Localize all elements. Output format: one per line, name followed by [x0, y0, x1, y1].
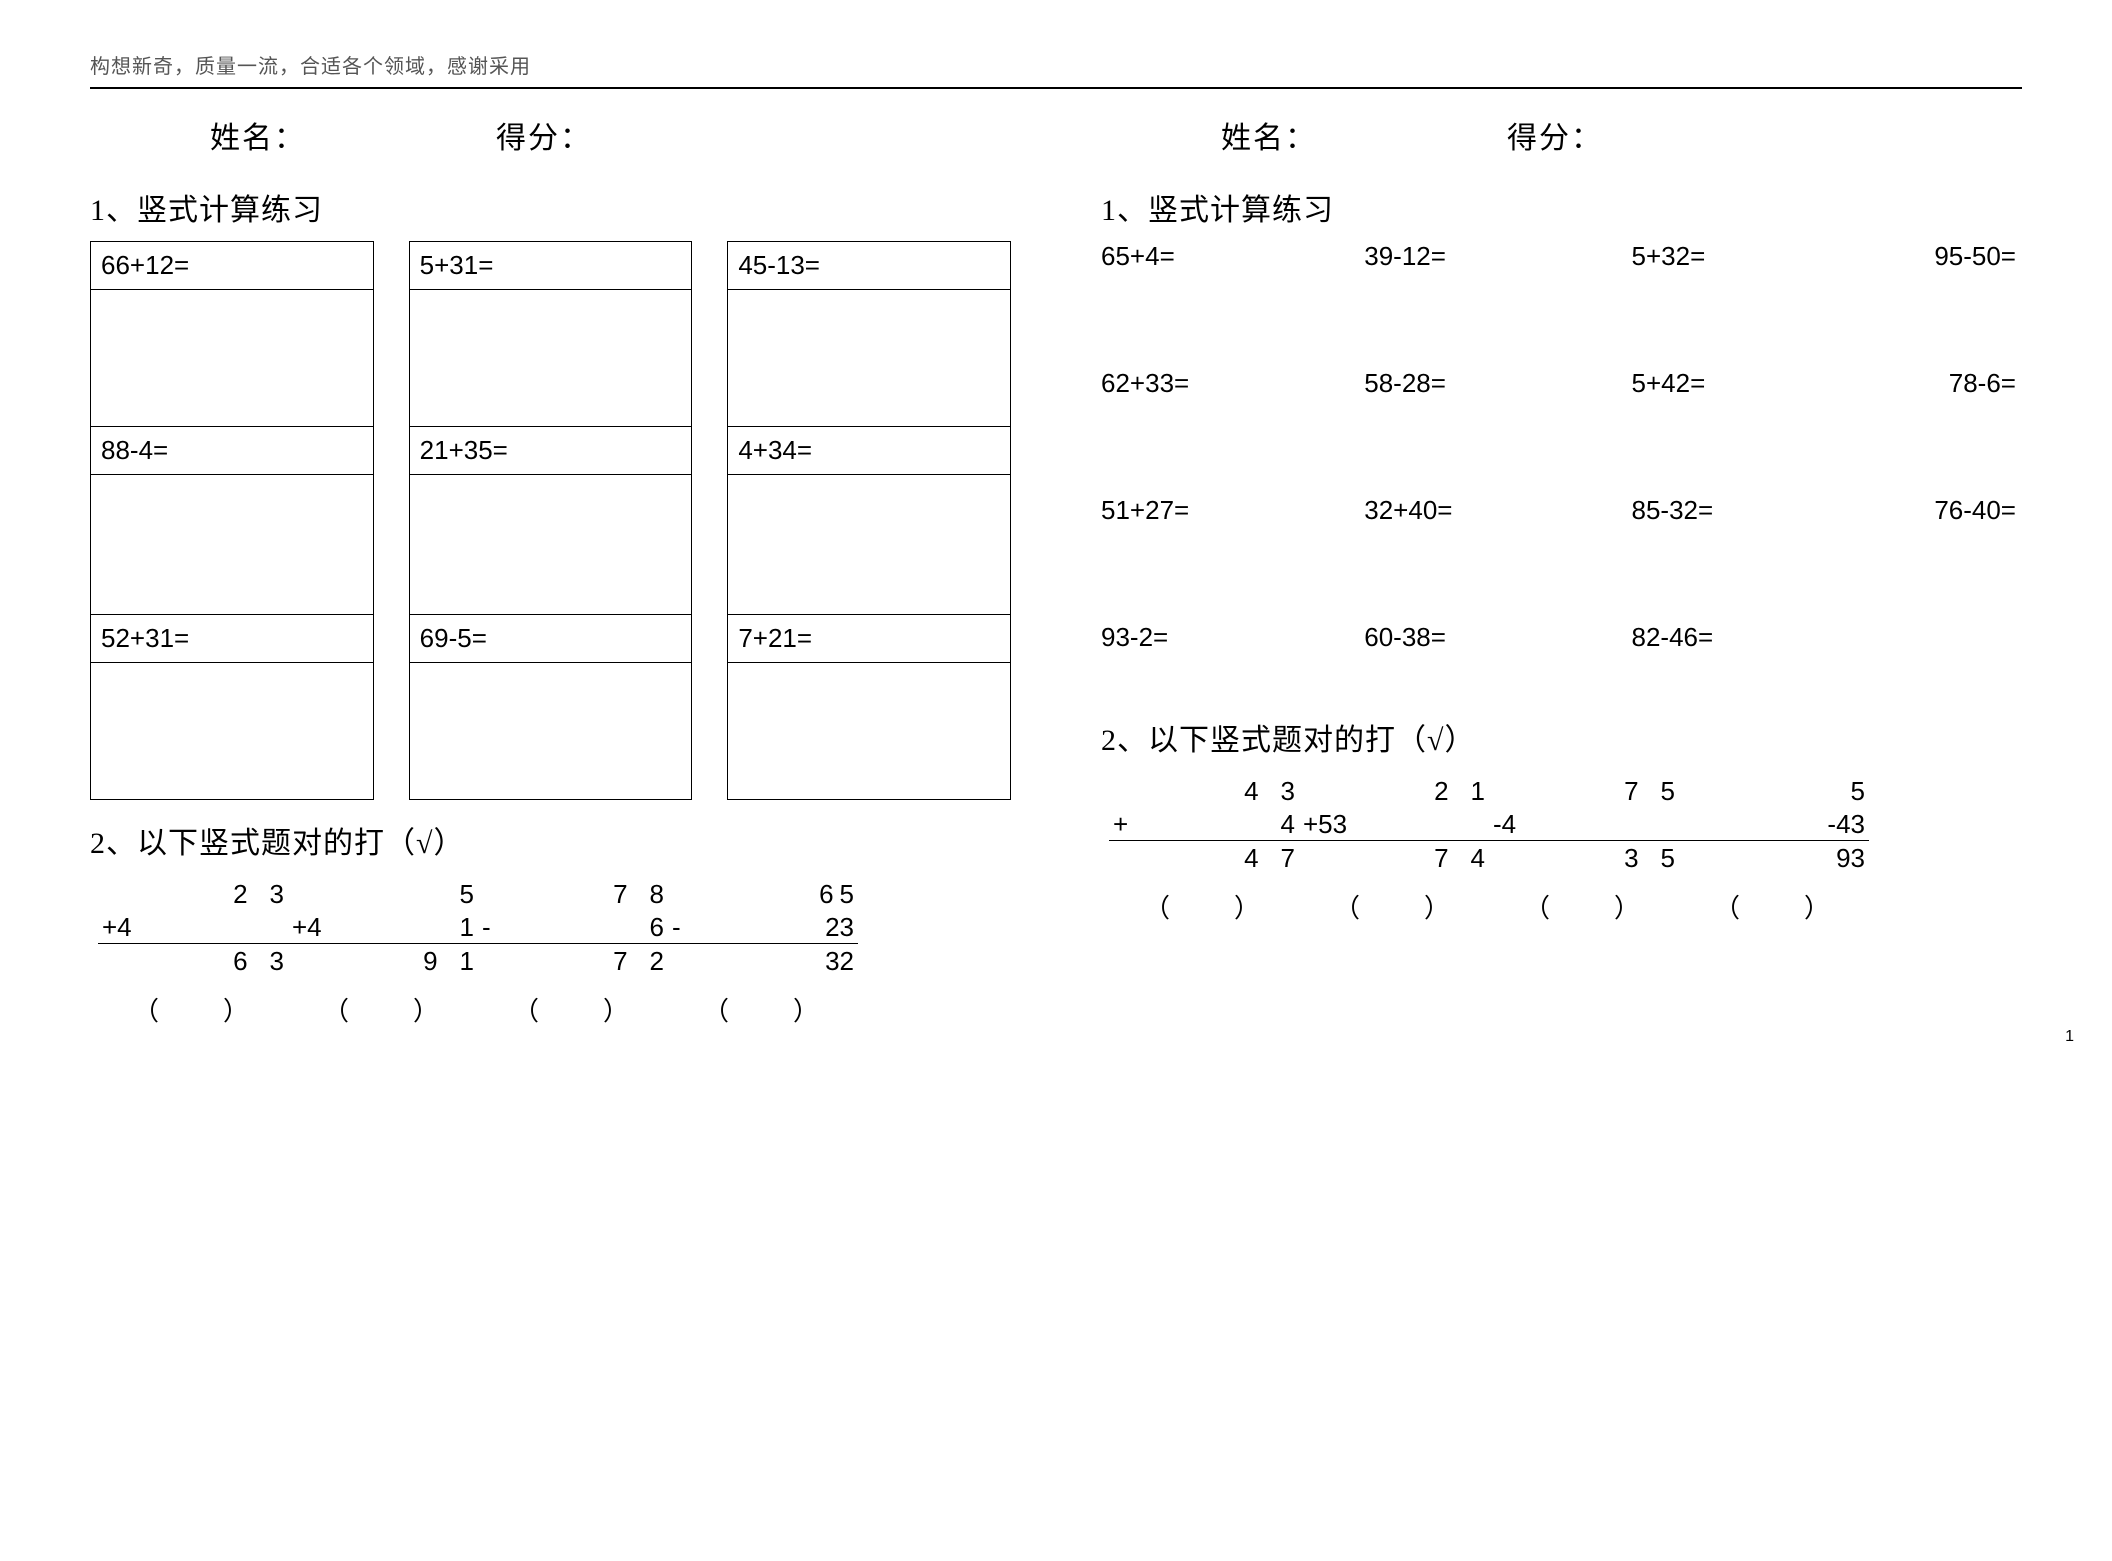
name-score-row: 姓名： 得分： — [90, 113, 1011, 157]
grid-cell: 7+21= — [728, 615, 1011, 663]
vertical-problem: 65-2332（ ） — [668, 878, 858, 1028]
problem-cell: 39-12= — [1336, 241, 1551, 272]
vertical-problem: 5-4393（ ） — [1679, 775, 1869, 925]
section2-title-right: 2、以下竖式题对的打（√） — [1101, 715, 2022, 759]
section1-title: 1、竖式计算练习 — [90, 185, 1011, 229]
check-paren: （ ） — [1109, 875, 1299, 926]
header-text: 构想新奇，质量一流，合适各个领域，感谢采用 — [90, 50, 2022, 87]
name-label: 姓名： — [210, 113, 306, 157]
problem-cell: 32+40= — [1336, 495, 1551, 526]
check-paren: （ ） — [98, 978, 288, 1029]
problem-cell: 85-32= — [1572, 495, 1787, 526]
problem-cell: 65+4= — [1101, 241, 1316, 272]
section1-title: 1、竖式计算练习 — [1101, 185, 2022, 229]
problem-cell: 5+42= — [1572, 368, 1787, 399]
grid-cell: 21+35= — [409, 427, 692, 475]
vertical-problem: 5+4191（ ） — [288, 878, 478, 1028]
problem-cell: 76-40= — [1807, 495, 2022, 526]
vertical-problem: 43+447（ ） — [1109, 775, 1299, 925]
worksheet-table: 66+12= 5+31= 45-13= 88-4= 21+35= 4+34= 5… — [90, 241, 1011, 800]
check-paren: （ ） — [288, 978, 478, 1029]
problem-cell: 78-6= — [1807, 368, 2022, 399]
score-label: 得分： — [1507, 113, 1603, 157]
header-rule — [90, 87, 2022, 89]
section2-title-left: 2、以下竖式题对的打（√） — [90, 818, 1011, 862]
grid-cell: 5+31= — [409, 242, 692, 290]
vstack-row-left: 23+463（ ）5+4191（ ）78-672（ ）65-2332（ ） — [90, 874, 1011, 1028]
problem-cell: 82-46= — [1572, 622, 1787, 653]
name-score-row: 姓名： 得分： — [1101, 113, 2022, 157]
grid-cell: 45-13= — [728, 242, 1011, 290]
page-number: 1 — [2065, 1028, 2074, 1046]
two-column-layout: 姓名： 得分： 1、竖式计算练习 66+12= 5+31= 45-13= 88-… — [90, 113, 2022, 1028]
check-paren: （ ） — [478, 978, 668, 1029]
free-problem-grid: 65+4= 39-12= 5+32= 95-50= 62+33= 58-28= 5+42= 7… — [1101, 241, 2022, 691]
vstack-row-right: 43+447（ ）21+5374（ ）75-435（ ）5-4393（ ） — [1101, 771, 2022, 925]
vertical-problem: 78-672（ ） — [478, 878, 668, 1028]
problem-cell: 51+27= — [1101, 495, 1316, 526]
grid-cell: 4+34= — [728, 427, 1011, 475]
problem-cell: 93-2= — [1101, 622, 1316, 653]
problem-cell: 62+33= — [1101, 368, 1316, 399]
problem-cell: 60-38= — [1336, 622, 1551, 653]
check-paren: （ ） — [668, 978, 858, 1029]
grid-cell: 69-5= — [409, 615, 692, 663]
name-label: 姓名： — [1221, 113, 1317, 157]
check-paren: （ ） — [1489, 875, 1679, 926]
grid-cell: 88-4= — [91, 427, 374, 475]
problem-cell: 95-50= — [1807, 241, 2022, 272]
problem-cell: 58-28= — [1336, 368, 1551, 399]
right-column: 姓名： 得分： 1、竖式计算练习 65+4=39-12=5+32=95-50=6… — [1101, 113, 2022, 1028]
check-paren: （ ） — [1299, 875, 1489, 926]
grid-cell: 66+12= — [91, 242, 374, 290]
vertical-problem: 23+463（ ） — [98, 878, 288, 1028]
vertical-problem: 21+5374（ ） — [1299, 775, 1489, 925]
left-column: 姓名： 得分： 1、竖式计算练习 66+12= 5+31= 45-13= 88-… — [90, 113, 1011, 1028]
check-paren: （ ） — [1679, 875, 1869, 926]
grid-cell: 52+31= — [91, 615, 374, 663]
problem-cell: 5+32= — [1572, 241, 1787, 272]
vertical-problem: 75-435（ ） — [1489, 775, 1679, 925]
score-label: 得分： — [496, 113, 592, 157]
